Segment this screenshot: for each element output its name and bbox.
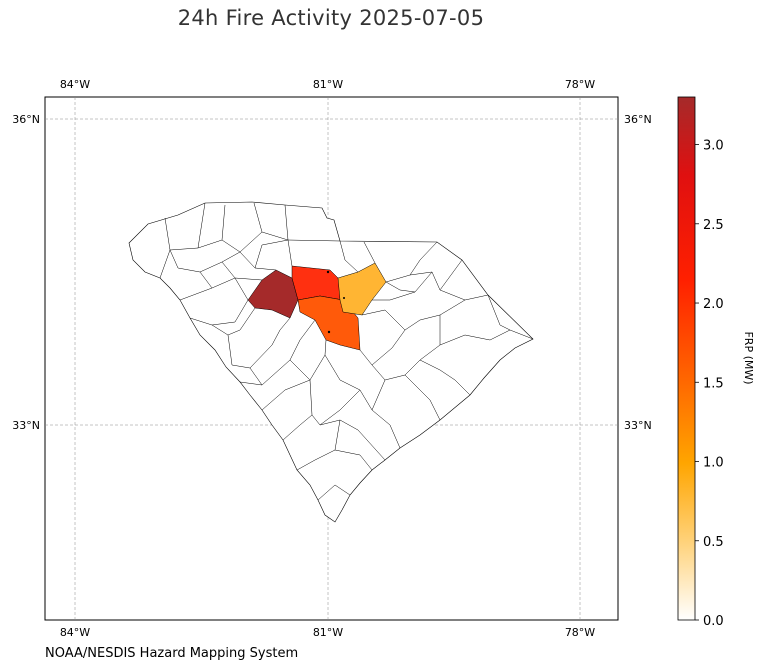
lon-tick-label: 84°W bbox=[60, 78, 90, 91]
colorbar-tick-label: 1.5 bbox=[703, 376, 724, 391]
fire-points bbox=[326, 270, 345, 334]
county-lines bbox=[159, 202, 534, 501]
colorbar-tick-label: 0.5 bbox=[703, 535, 724, 550]
lon-ticks-bottom: 84°W 81°W 78°W bbox=[60, 626, 595, 639]
lat-ticks-left: 36°N 33°N bbox=[12, 113, 40, 432]
colorbar bbox=[677, 96, 696, 621]
colorbar-tick-label: 1.0 bbox=[703, 456, 724, 471]
lon-tick-label: 78°W bbox=[565, 78, 595, 91]
colorbar-label: FRP (MW) bbox=[742, 331, 755, 384]
state-map bbox=[128, 201, 534, 523]
lon-tick-label: 78°W bbox=[565, 626, 595, 639]
chart-title: 24h Fire Activity 2025-07-05 bbox=[177, 6, 485, 30]
colorbar-tick-label: 0.0 bbox=[703, 614, 724, 629]
source-credit: NOAA/NESDIS Hazard Mapping System bbox=[45, 646, 299, 661]
lat-tick-label: 33°N bbox=[12, 419, 40, 432]
colorbar-tick-label: 2.0 bbox=[703, 297, 724, 312]
state-outline bbox=[128, 201, 534, 523]
lon-ticks-top: 84°W 81°W 78°W bbox=[60, 78, 595, 91]
lat-tick-label: 36°N bbox=[624, 113, 652, 126]
lat-tick-label: 36°N bbox=[12, 113, 40, 126]
lon-tick-label: 81°W bbox=[313, 78, 343, 91]
lon-tick-label: 84°W bbox=[60, 626, 90, 639]
lon-tick-label: 81°W bbox=[313, 626, 343, 639]
colorbar-ticks: 0.0 0.5 1.0 1.5 2.0 2.5 3.0 bbox=[695, 139, 724, 629]
lat-ticks-right: 36°N 33°N bbox=[624, 113, 652, 432]
colorbar-tick-label: 2.5 bbox=[703, 218, 724, 233]
lat-tick-label: 33°N bbox=[624, 419, 652, 432]
colorbar-tick-label: 3.0 bbox=[703, 139, 724, 154]
